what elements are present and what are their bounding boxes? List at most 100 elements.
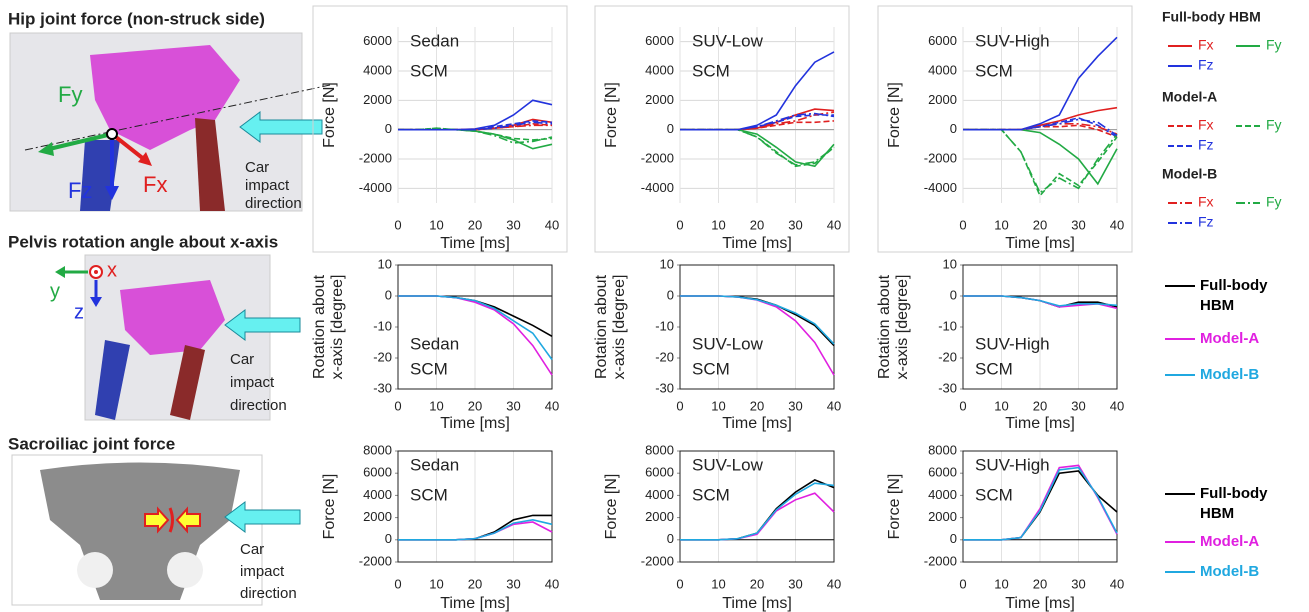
y-tick-label: 10 — [660, 256, 674, 271]
y-tick-label: 0 — [385, 287, 392, 302]
x-tick-label: 30 — [506, 398, 520, 413]
x-tick-label: 10 — [711, 576, 725, 591]
chart-subtitle: SCM — [410, 359, 448, 378]
y-tick-label: 0 — [667, 121, 674, 136]
series-line — [963, 117, 1118, 138]
series-line — [680, 482, 835, 541]
y-tick-label: -30 — [655, 380, 674, 395]
chart-title: Sedan — [410, 31, 459, 50]
chart-title: SUV-High — [975, 334, 1050, 353]
y-tick-label: -10 — [655, 318, 674, 333]
plot-frame — [962, 264, 1118, 390]
hip-illustration — [9, 32, 331, 212]
legend-label: Model-B — [1200, 366, 1259, 383]
note: Car — [245, 159, 269, 176]
legend-label: Fy — [1266, 194, 1282, 210]
y-axis-label: Force [N] — [603, 82, 620, 148]
y-tick-label: 2000 — [645, 509, 674, 524]
chart-frame — [312, 5, 568, 253]
y-tick-label: 0 — [667, 287, 674, 302]
y-tick-label: -2000 — [359, 553, 392, 568]
series-line — [398, 121, 553, 131]
axis-label: Fy — [58, 82, 82, 107]
chart-title: SUV-Low — [692, 455, 764, 474]
y-tick-label: -2000 — [924, 150, 957, 165]
note: Car — [230, 351, 254, 368]
y-tick-label: -2000 — [641, 150, 674, 165]
x-tick-label: 20 — [468, 398, 482, 413]
y-tick-label: -10 — [938, 318, 957, 333]
axis-label: x — [107, 259, 117, 281]
x-tick-label: 40 — [545, 576, 559, 591]
x-axis-label: Time [ms] — [722, 595, 792, 612]
x-tick-label: 30 — [1071, 217, 1085, 232]
legend-label: Fz — [1198, 214, 1214, 230]
chart-title: SUV-Low — [692, 31, 764, 50]
axis-label: y — [50, 280, 60, 302]
legend-label: Full-body HBM — [1200, 277, 1268, 314]
y-tick-label: 2000 — [363, 509, 392, 524]
plot-frame — [397, 450, 553, 563]
x-tick-label: 40 — [545, 398, 559, 413]
y-tick-label: 0 — [385, 531, 392, 546]
y-tick-label: 0 — [950, 531, 957, 546]
x-tick-label: 40 — [827, 398, 841, 413]
y-tick-label: 10 — [943, 256, 957, 271]
y-axis-label: Force [N] — [603, 474, 620, 540]
y-tick-label: -4000 — [641, 180, 674, 195]
chart-subtitle: SCM — [410, 61, 448, 80]
chart-subtitle: SCM — [692, 485, 730, 504]
note: direction — [245, 195, 302, 212]
legend-label: Model-B — [1200, 563, 1259, 580]
series-line — [680, 128, 835, 168]
x-tick-label: 40 — [545, 217, 559, 232]
chart-frame — [594, 5, 850, 253]
y-axis-label: x-axis [degree] — [611, 275, 628, 380]
y-tick-label: -30 — [373, 380, 392, 395]
x-tick-label: 40 — [1110, 217, 1124, 232]
x-tick-label: 10 — [994, 398, 1008, 413]
legend-label: Model-A — [1200, 533, 1259, 550]
series-line — [963, 118, 1118, 137]
axis-label: Fz — [68, 178, 92, 203]
x-tick-label: 0 — [676, 398, 683, 413]
y-tick-label: 6000 — [645, 33, 674, 48]
x-tick-label: 40 — [1110, 576, 1124, 591]
legend-label: Fx — [1198, 194, 1214, 210]
y-axis-label: Rotation about — [311, 274, 328, 379]
legend-label: Fz — [1198, 57, 1214, 73]
legend-label: Fx — [1198, 37, 1214, 53]
series-line — [680, 120, 835, 131]
legend-group: Model-B — [1162, 166, 1217, 182]
x-tick-label: 0 — [959, 576, 966, 591]
y-tick-label: 6000 — [645, 465, 674, 480]
x-axis-label: Time [ms] — [722, 415, 792, 432]
y-tick-label: 6000 — [363, 33, 392, 48]
chart-title: Sedan — [410, 455, 459, 474]
x-tick-label: 10 — [994, 576, 1008, 591]
series-line — [680, 112, 835, 131]
note: impact — [230, 374, 275, 391]
y-axis-label: Force [N] — [321, 82, 338, 148]
y-tick-label: -4000 — [924, 180, 957, 195]
x-tick-label: 20 — [750, 576, 764, 591]
x-tick-label: 20 — [468, 217, 482, 232]
y-axis-label: Force [N] — [321, 474, 338, 540]
x-axis-label: Time [ms] — [440, 415, 510, 432]
y-axis-label: Rotation about — [876, 274, 893, 379]
panel-title: Sacroiliac joint force — [8, 434, 175, 453]
x-tick-label: 30 — [788, 217, 802, 232]
chart-title: SUV-Low — [692, 334, 764, 353]
series-line — [398, 518, 553, 541]
panel-title: Pelvis rotation angle about x-axis — [8, 232, 278, 251]
x-tick-label: 10 — [429, 217, 443, 232]
y-tick-label: 10 — [378, 256, 392, 271]
y-tick-label: 8000 — [363, 442, 392, 457]
y-tick-label: 4000 — [363, 487, 392, 502]
x-axis-label: Time [ms] — [722, 235, 792, 252]
y-tick-label: 4000 — [645, 62, 674, 77]
sacrum-illustration — [11, 454, 301, 606]
y-tick-label: 4000 — [363, 62, 392, 77]
plot-frame — [397, 264, 553, 390]
x-tick-label: 30 — [788, 576, 802, 591]
